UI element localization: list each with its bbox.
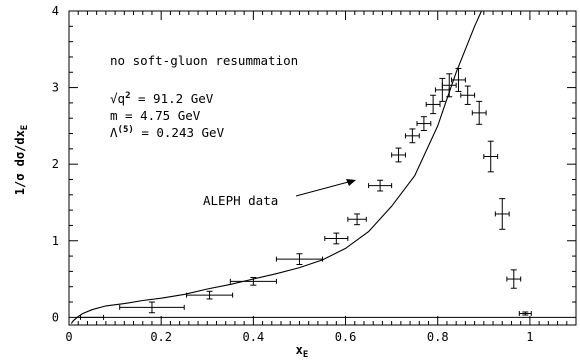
annotation-q2: √q2 = 91.2 GeV [110, 91, 214, 106]
data-point [451, 67, 466, 92]
annotation-q2-prefix: √q [110, 91, 125, 106]
data-point [506, 269, 522, 289]
data-point [494, 198, 510, 230]
annotation-data-label: ALEPH data [203, 193, 278, 208]
annotation-lambda-prefix: Λ [110, 125, 118, 140]
data-point [229, 277, 277, 286]
data-point [324, 232, 349, 245]
data-point [441, 73, 457, 98]
data-point [518, 311, 532, 317]
data-point [391, 147, 406, 163]
data-point [483, 140, 499, 173]
theory-curve-path [70, 10, 483, 324]
y-tick-label: 3 [52, 81, 59, 95]
data-point [425, 94, 441, 115]
data-point [119, 301, 185, 314]
x-tick-label: 0 [65, 330, 72, 344]
data-point [404, 128, 420, 144]
data-points [80, 67, 532, 320]
annotation-arrow [295, 179, 356, 197]
x-tick-label: 0.8 [427, 330, 449, 344]
data-point [80, 314, 105, 320]
x-tick-label: 0.6 [335, 330, 357, 344]
x-axis-title: xE [296, 343, 309, 360]
y-axis-title: 1/σ dσ/dxE [13, 125, 30, 195]
data-point [416, 116, 432, 131]
annotation-lambda: Λ(5) = 0.243 GeV [110, 125, 225, 140]
data-point [434, 77, 450, 102]
x-tick-label: 1 [526, 330, 533, 344]
x-tick-label: 0.4 [243, 330, 265, 344]
axes [68, 10, 577, 326]
annotation-lambda-sup: (5) [118, 125, 134, 135]
y-tick-label: 0 [52, 310, 59, 324]
annotation-q2-value: = 91.2 GeV [130, 91, 213, 106]
ticks: 0 0.2 0.4 0.6 0.8 1 0 1 2 3 4 [52, 4, 576, 344]
y-tick-label: 2 [52, 157, 59, 171]
annotation-lambda-value: = 0.243 GeV [134, 125, 225, 140]
data-point [460, 85, 476, 105]
data-point [368, 179, 393, 192]
annotation-q2-sup: 2 [125, 91, 130, 101]
theory-curve [70, 10, 483, 324]
data-point [186, 290, 234, 300]
annotation-title: no soft-gluon resummation [110, 53, 298, 68]
data-point [347, 213, 367, 226]
y-tick-label: 4 [52, 4, 59, 18]
y-tick-label: 1 [52, 234, 59, 248]
plot-frame [68, 10, 577, 326]
x-tick-label: 0.2 [150, 330, 172, 344]
annotation-mass: m = 4.75 GeV [110, 108, 201, 123]
data-point [275, 253, 323, 265]
data-point [471, 100, 487, 125]
